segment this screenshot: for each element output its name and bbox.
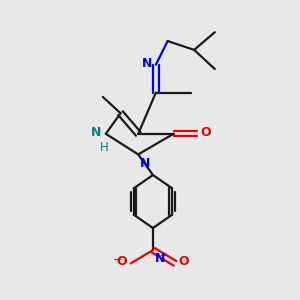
Text: H: H [100, 141, 109, 154]
Text: N: N [154, 252, 165, 265]
Text: N: N [140, 157, 150, 170]
Text: N: N [91, 126, 101, 139]
Text: N: N [142, 57, 152, 70]
Text: O: O [178, 255, 189, 268]
Text: O: O [117, 255, 127, 268]
Text: −: − [113, 255, 123, 266]
Text: O: O [201, 126, 211, 139]
Text: +: + [159, 251, 166, 260]
